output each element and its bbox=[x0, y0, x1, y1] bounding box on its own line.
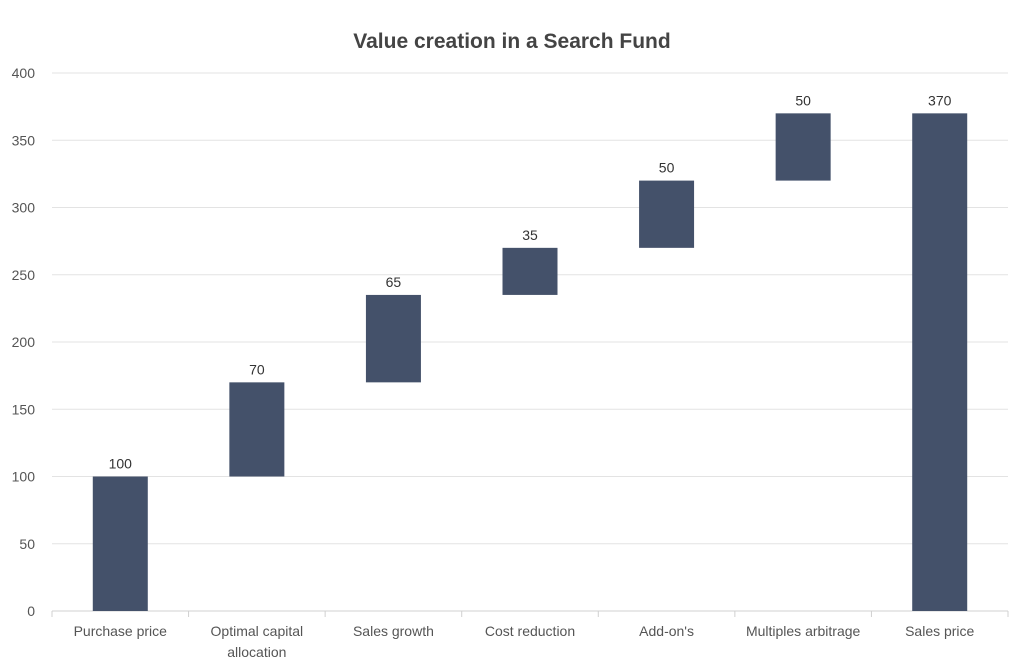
y-tick-label: 200 bbox=[12, 334, 36, 350]
y-tick-label: 350 bbox=[12, 132, 36, 148]
bar bbox=[502, 247, 558, 295]
bar bbox=[365, 294, 421, 383]
data-label: 50 bbox=[659, 160, 675, 176]
x-tick-label: Cost reduction bbox=[485, 623, 575, 639]
x-tick-label: Sales growth bbox=[353, 623, 434, 639]
x-tick-label: Purchase price bbox=[74, 623, 168, 639]
bar bbox=[912, 113, 968, 611]
data-label: 65 bbox=[386, 274, 402, 290]
y-tick-label: 50 bbox=[19, 536, 35, 552]
x-tick-label: Add-on's bbox=[639, 623, 694, 639]
data-label: 370 bbox=[928, 92, 952, 108]
x-tick-label: Optimal capital allocation bbox=[211, 623, 304, 660]
x-tick-label: Multiples arbitrage bbox=[746, 623, 861, 639]
x-tick-label-line: Sales price bbox=[905, 623, 974, 639]
y-tick-label: 0 bbox=[27, 603, 35, 619]
y-tick-label: 150 bbox=[12, 401, 36, 417]
y-tick-label: 400 bbox=[12, 65, 36, 81]
data-label: 50 bbox=[795, 92, 811, 108]
x-tick-label-line: Multiples arbitrage bbox=[746, 623, 861, 639]
x-tick-label-line: Purchase price bbox=[74, 623, 168, 639]
x-tick-label-line: Optimal capital bbox=[211, 623, 304, 639]
y-tick-label: 250 bbox=[12, 267, 36, 283]
data-label: 70 bbox=[249, 361, 265, 377]
y-tick-label: 100 bbox=[12, 469, 36, 485]
x-tick-label: Sales price bbox=[905, 623, 974, 639]
x-tick-label-line: Cost reduction bbox=[485, 623, 575, 639]
bar bbox=[775, 113, 831, 181]
x-tick-label-line: allocation bbox=[227, 644, 286, 660]
data-label: 100 bbox=[109, 456, 133, 472]
bar bbox=[92, 476, 148, 611]
data-label: 35 bbox=[522, 227, 538, 243]
x-tick-label-line: Sales growth bbox=[353, 623, 434, 639]
chart-title: Value creation in a Search Fund bbox=[353, 30, 670, 53]
bar bbox=[639, 180, 695, 248]
y-tick-label: 300 bbox=[12, 200, 36, 216]
bar bbox=[229, 382, 285, 477]
x-tick-label-line: Add-on's bbox=[639, 623, 694, 639]
